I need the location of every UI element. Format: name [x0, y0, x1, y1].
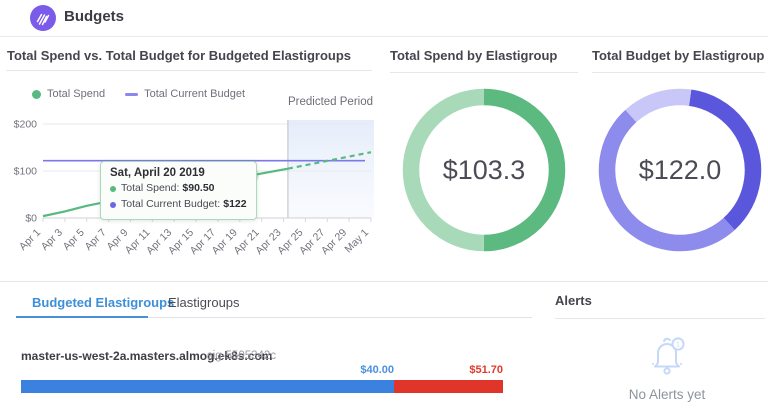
divider	[390, 72, 578, 73]
divider	[148, 317, 532, 318]
budget-amount-label: $40.00	[360, 364, 394, 376]
elastigroup-sig-id: sig-5505342c	[207, 350, 277, 362]
svg-text:$0: $0	[25, 213, 37, 225]
tooltip-label: Total Spend:	[121, 182, 180, 194]
total-spend-donut-chart[interactable]	[400, 86, 568, 254]
tooltip-label: Total Current Budget:	[121, 197, 221, 210]
purple-dash-icon	[125, 92, 139, 96]
divider	[555, 318, 765, 319]
spotinst-logo-icon[interactable]	[30, 5, 56, 31]
svg-text:$200: $200	[14, 119, 38, 131]
svg-text:Apr 5: Apr 5	[61, 227, 87, 253]
tab-elastigroups[interactable]: Elastigroups	[168, 295, 240, 310]
divider	[0, 281, 768, 282]
legend-total-current-budget[interactable]: Total Current Budget	[125, 88, 245, 100]
legend-label: Total Current Budget	[144, 88, 245, 100]
predicted-period-label: Predicted Period	[287, 96, 373, 108]
active-tab-underline	[16, 316, 148, 318]
budget-bar-segment	[21, 380, 394, 393]
green-dot-icon	[32, 89, 41, 99]
budget-donut-title: Total Budget by Elastigroup	[592, 48, 765, 63]
tooltip-value: $90.50	[182, 182, 215, 194]
overspend-amount-label: $51.70	[469, 364, 503, 376]
bell-icon: 1	[652, 337, 685, 375]
chart-legend: Total Spend Total Current Budget	[32, 88, 245, 100]
chart-tooltip: Sat, April 20 2019 Total Spend: $90.50 T…	[100, 161, 257, 220]
no-alerts-text: No Alerts yet	[628, 387, 706, 402]
budget-usage-bar[interactable]	[21, 380, 503, 393]
line-chart-title: Total Spend vs. Total Budget for Budgete…	[7, 48, 352, 63]
legend-total-spend[interactable]: Total Spend	[32, 88, 105, 100]
svg-text:Apr 7: Apr 7	[82, 227, 108, 253]
overspend-bar-segment	[393, 380, 503, 393]
svg-text:1: 1	[676, 342, 680, 349]
purple-bullet-icon	[110, 201, 116, 208]
legend-label: Total Spend	[47, 88, 106, 100]
tooltip-row-budget: Total Current Budget: $122	[110, 197, 247, 213]
svg-text:Apr 29: Apr 29	[319, 227, 349, 257]
total-budget-donut-chart[interactable]	[596, 86, 764, 254]
svg-text:Apr 1: Apr 1	[17, 227, 43, 253]
svg-text:Apr 3: Apr 3	[39, 227, 65, 253]
svg-text:$100: $100	[14, 166, 38, 178]
elastigroup-name: master-us-west-2a.masters.almog.ek8s.com	[21, 349, 273, 363]
page-title: Budgets	[64, 8, 124, 25]
tooltip-row-spend: Total Spend: $90.50	[110, 181, 247, 197]
divider	[6, 70, 372, 71]
divider	[592, 72, 765, 73]
spend-donut-title: Total Spend by Elastigroup	[390, 48, 558, 63]
tooltip-value: $122	[223, 197, 247, 210]
svg-text:May 1: May 1	[342, 227, 371, 256]
page-header: Budgets	[0, 0, 768, 37]
alerts-title: Alerts	[555, 293, 592, 308]
green-bullet-icon	[110, 185, 116, 192]
tab-budgeted-elastigroups[interactable]: Budgeted Elastigroups	[32, 295, 175, 310]
tooltip-date: Sat, April 20 2019	[110, 167, 205, 179]
